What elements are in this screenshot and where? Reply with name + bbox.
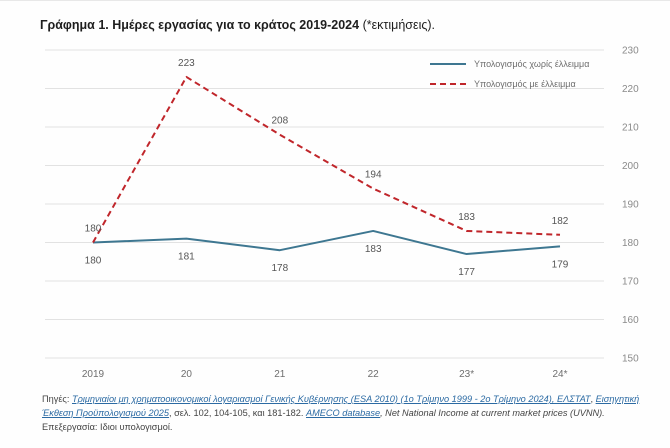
legend-swatch-solid <box>430 63 466 65</box>
data-label-with-deficit: 194 <box>365 170 382 181</box>
legend-label-with-deficit: Υπολογισμός με έλλειμμα <box>474 79 576 89</box>
data-label-without-deficit: 179 <box>552 259 569 270</box>
y-tick-label: 200 <box>622 161 639 172</box>
x-tick-label: 22 <box>368 369 380 380</box>
legend-label-without-deficit: Υπολογισμός χωρίς έλλειμμα <box>474 59 590 69</box>
series-line-without-deficit <box>92 229 561 256</box>
data-label-without-deficit: 178 <box>271 263 288 274</box>
y-tick-label: 180 <box>622 238 639 249</box>
y-tick-label: 220 <box>622 84 639 95</box>
source-link-budget-report[interactable]: Εισηγητική Έκθεση Προϋπολογισμού 2025 <box>42 394 640 418</box>
data-label-with-deficit: 183 <box>458 212 475 223</box>
source-ameco-series: , Net National Income at current market … <box>380 408 605 418</box>
legend-item-with-deficit: Υπολογισμός με έλλειμμα <box>430 74 589 94</box>
x-tick-label: 2019 <box>82 369 105 380</box>
x-tick-label: 23* <box>459 369 474 380</box>
y-tick-label: 160 <box>622 315 639 326</box>
source-link-elstat[interactable]: Τριμηνιαίοι μη χρηματοοικονομικοί λογαρι… <box>71 394 591 404</box>
data-label-without-deficit: 177 <box>458 267 475 278</box>
y-tick-label: 230 <box>622 46 639 57</box>
x-tick-label: 20 <box>181 369 193 380</box>
source-separator: , <box>590 394 594 404</box>
data-label-with-deficit: 208 <box>271 116 288 127</box>
data-label-with-deficit: 182 <box>552 216 569 227</box>
data-label-without-deficit: 180 <box>85 256 102 267</box>
chart-title: Γράφημα 1. Ημέρες εργασίας για το κράτος… <box>40 18 435 32</box>
chart-source-note: Πηγές: Τριμηνιαίοι μη χρηματοοικονομικοί… <box>42 392 652 434</box>
data-label-with-deficit: 180 <box>85 224 102 235</box>
y-tick-label: 150 <box>622 354 639 365</box>
source-pages: , σελ. 102, 104-105, και 181-182. <box>168 408 304 418</box>
source-processing: Επεξεργασία: Ιδιοι υπολογισμοί. <box>42 422 173 432</box>
y-tick-label: 170 <box>622 277 639 288</box>
source-prefix: Πηγές: <box>42 394 70 404</box>
x-tick-label: 21 <box>274 369 286 380</box>
data-label-without-deficit: 183 <box>365 244 382 255</box>
chart-legend: Υπολογισμός χωρίς έλλειμμα Υπολογισμός μ… <box>430 54 589 94</box>
source-link-ameco[interactable]: AMECO database <box>306 408 381 418</box>
x-tick-label: 24* <box>552 369 567 380</box>
chart-title-main: Γράφημα 1. Ημέρες εργασίας για το κράτος… <box>40 18 360 32</box>
chart-title-note: (*εκτιμήσεις). <box>362 18 436 32</box>
legend-swatch-dashed <box>430 83 466 85</box>
series-line-with-deficit <box>92 75 561 243</box>
data-label-without-deficit: 181 <box>178 252 195 263</box>
legend-item-without-deficit: Υπολογισμός χωρίς έλλειμμα <box>430 54 589 74</box>
y-tick-label: 210 <box>622 123 639 134</box>
y-tick-label: 190 <box>622 200 639 211</box>
data-label-with-deficit: 223 <box>178 58 195 69</box>
